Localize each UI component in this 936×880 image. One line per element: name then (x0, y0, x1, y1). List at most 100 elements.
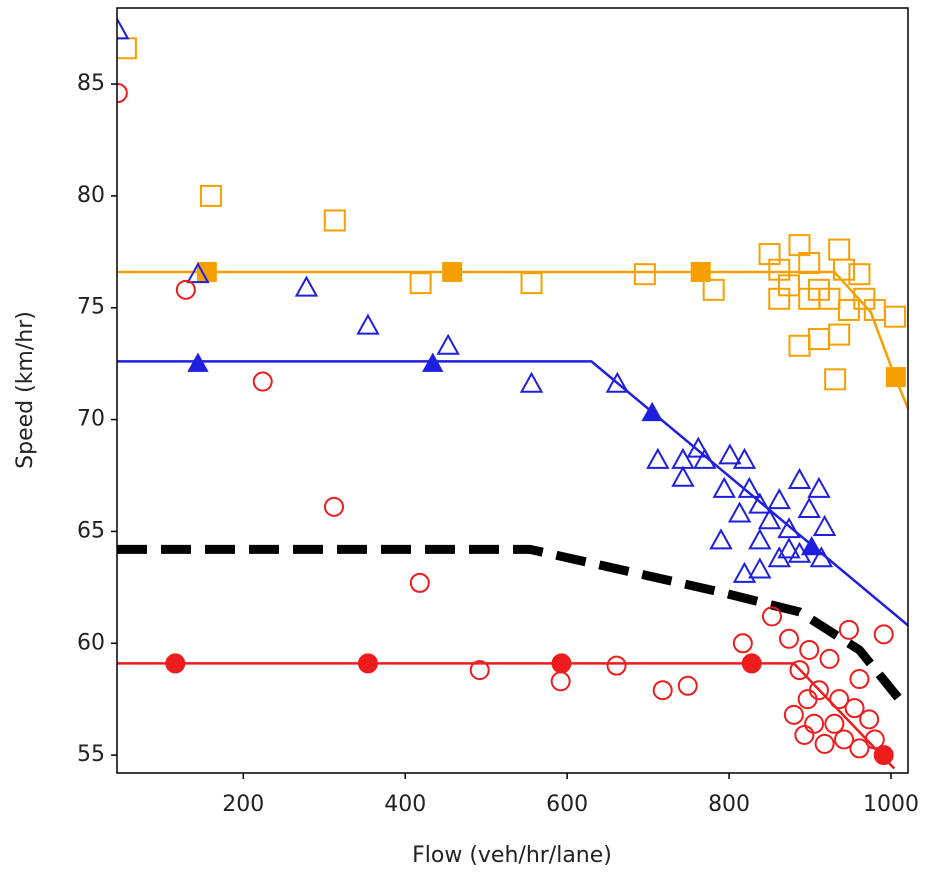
circle-marker (652, 680, 673, 701)
circle-marker (165, 653, 186, 674)
square-marker (117, 37, 137, 60)
triangle-marker (807, 476, 831, 498)
triangle-marker (519, 371, 544, 393)
square-marker (837, 298, 860, 321)
triangle-marker (671, 465, 695, 487)
square-marker (702, 278, 725, 301)
circle-marker (741, 653, 762, 674)
circle-marker (783, 704, 804, 725)
triangle-marker (732, 447, 757, 469)
circle-marker (551, 653, 572, 674)
circle-marker (357, 653, 378, 674)
circle-marker (732, 633, 753, 654)
square-marker (824, 368, 847, 391)
triangle-marker (812, 514, 837, 536)
circle-marker (117, 83, 128, 103)
triangle-marker (777, 517, 801, 539)
circle-marker (409, 572, 430, 593)
plot-area (117, 18, 908, 770)
square-marker (848, 263, 871, 286)
circle-marker (849, 738, 870, 759)
square-marker (833, 258, 856, 281)
triangle-marker (748, 557, 772, 579)
circle-marker (252, 371, 273, 392)
circle-marker (838, 619, 859, 640)
y-tick-label: 55 (77, 742, 105, 767)
circle-marker (677, 675, 698, 696)
fit-line (117, 360, 908, 627)
circle-marker (873, 745, 894, 766)
axes-frame (116, 7, 909, 774)
circle-marker (323, 496, 344, 517)
triangle-marker (787, 467, 812, 489)
square-marker (884, 305, 907, 328)
square-marker (323, 209, 346, 232)
triangle-marker (757, 508, 782, 530)
circle-marker (606, 655, 627, 676)
circle-marker (819, 648, 840, 669)
fit-line (117, 662, 896, 770)
triangle-marker (117, 18, 130, 40)
square-marker (442, 261, 463, 282)
y-tick-label: 60 (77, 630, 105, 655)
x-tick-label: 1000 (863, 792, 919, 817)
circle-marker (469, 660, 490, 681)
square-marker (768, 287, 791, 310)
circle-marker (550, 671, 571, 692)
triangle-marker (800, 536, 823, 556)
triangle-marker (356, 313, 380, 335)
triangle-marker (671, 447, 695, 469)
circle-marker (778, 628, 799, 649)
triangle-marker (693, 447, 717, 469)
x-tick-label: 200 (222, 792, 264, 817)
triangle-marker (709, 528, 733, 550)
triangle-marker (646, 447, 670, 469)
circle-marker (824, 713, 845, 734)
circle-marker (175, 279, 196, 300)
circle-marker (829, 689, 850, 710)
circle-marker (761, 606, 782, 627)
triangle-marker (777, 537, 801, 559)
square-marker (807, 328, 830, 351)
triangle-marker (641, 401, 663, 422)
square-marker (788, 334, 811, 357)
fit-line (117, 270, 908, 409)
circle-marker (859, 709, 880, 730)
triangle-marker (732, 561, 757, 583)
triangle-marker (712, 476, 736, 498)
y-tick-label: 65 (77, 518, 105, 543)
triangle-marker (186, 262, 210, 284)
triangle-marker (187, 352, 209, 372)
square-marker (199, 184, 222, 207)
triangle-marker (436, 333, 460, 355)
triangle-marker (727, 501, 752, 523)
square-marker (690, 261, 711, 282)
square-marker (828, 323, 851, 346)
circle-marker (814, 733, 835, 754)
circle-marker (804, 713, 825, 734)
y-tick-label: 85 (77, 71, 105, 96)
square-marker (633, 263, 656, 286)
circle-marker (789, 660, 810, 681)
x-tick-label: 600 (546, 792, 588, 817)
triangle-marker (422, 352, 444, 372)
triangle-marker (605, 371, 630, 393)
triangle-marker (294, 275, 319, 297)
circle-marker (834, 729, 855, 750)
circle-marker (799, 639, 820, 660)
circle-marker (794, 724, 815, 745)
circle-marker (849, 669, 870, 690)
y-axis-label: Speed (km/hr) (13, 311, 38, 469)
square-marker (853, 287, 876, 310)
square-marker (409, 272, 432, 295)
y-tick-label: 80 (77, 183, 105, 208)
square-marker (828, 238, 851, 261)
triangle-marker (718, 443, 742, 465)
triangle-marker (797, 496, 821, 519)
triangle-marker (767, 488, 791, 510)
y-tick-label: 75 (77, 295, 105, 320)
x-tick-label: 400 (384, 792, 426, 817)
triangle-marker (686, 436, 711, 458)
x-axis-label: Flow (veh/hr/lane) (412, 843, 612, 868)
